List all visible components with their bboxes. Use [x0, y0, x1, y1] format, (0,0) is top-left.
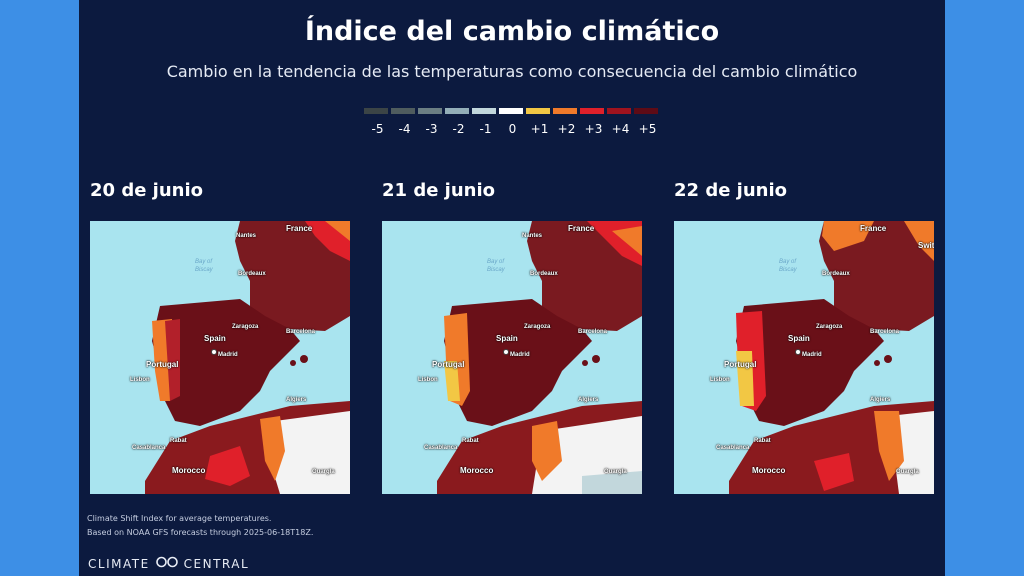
legend-label: -3 — [425, 122, 438, 136]
label-france: France — [286, 224, 313, 233]
label-portugal: Portugal — [724, 360, 757, 369]
madrid-dot — [795, 349, 801, 355]
label-bay: Bay of — [487, 259, 505, 265]
page-title: Índice del cambio climático — [304, 16, 720, 47]
label-bordeaux: Bordeaux — [822, 271, 850, 277]
label-lisbon: Lisbon — [710, 377, 730, 383]
label-ouargla: Ouargla — [604, 469, 627, 475]
label-switz: Switz — [918, 241, 934, 250]
madrid-dot — [211, 349, 217, 355]
label-bordeaux: Bordeaux — [238, 271, 266, 277]
legend-label: +3 — [584, 122, 603, 136]
label-rabat: Rabat — [754, 438, 771, 444]
label-madrid: Madrid — [510, 352, 530, 358]
label-rabat: Rabat — [462, 438, 479, 444]
label-spain: Spain — [496, 334, 518, 343]
label-biscay: Biscay — [195, 267, 213, 273]
climate-central-logo: CLIMATE CENTRAL — [88, 556, 249, 571]
label-portugal: Portugal — [432, 360, 465, 369]
label-nantes: Nantes — [522, 233, 543, 239]
label-casablanca: Casablanca — [132, 445, 166, 451]
legend-swatch — [580, 108, 604, 114]
legend-swatch — [553, 108, 577, 114]
label-biscay: Biscay — [487, 267, 505, 273]
legend-swatches — [364, 108, 661, 114]
legend-label: -4 — [398, 122, 411, 136]
label-zaragoza: Zaragoza — [524, 324, 551, 330]
label-morocco: Morocco — [172, 466, 206, 475]
map-20-junio: France Nantes Bay of Biscay Bordeaux Zar… — [90, 221, 350, 494]
label-bay: Bay of — [779, 259, 797, 265]
map-22-junio: France Switz Bay of Biscay Bordeaux Zara… — [674, 221, 934, 494]
footnote: Climate Shift Index for average temperat… — [87, 512, 367, 540]
label-casablanca: Casablanca — [424, 445, 458, 451]
label-france: France — [860, 224, 887, 233]
map-date-3: 22 de junio — [674, 180, 788, 201]
legend-labels: -5 -4 -3 -2 -1 0 +1 +2 +3 +4 +5 — [364, 122, 661, 136]
label-algiers: Algiers — [578, 397, 599, 403]
label-spain: Spain — [788, 334, 810, 343]
page-subtitle: Cambio en la tendencia de las temperatur… — [166, 62, 858, 81]
map-2-shapes — [382, 221, 642, 494]
legend-label: -5 — [371, 122, 384, 136]
map-date-1: 20 de junio — [90, 180, 204, 201]
legend-swatch — [526, 108, 550, 114]
label-lisbon: Lisbon — [130, 377, 150, 383]
legend-swatch — [445, 108, 469, 114]
legend-label: -1 — [479, 122, 492, 136]
label-biscay: Biscay — [779, 267, 797, 273]
legend-swatch — [607, 108, 631, 114]
label-lisbon: Lisbon — [418, 377, 438, 383]
label-bordeaux: Bordeaux — [530, 271, 558, 277]
label-algiers: Algiers — [286, 397, 307, 403]
legend-swatch — [418, 108, 442, 114]
label-bay: Bay of — [195, 259, 213, 265]
label-france: France — [568, 224, 595, 233]
legend-swatch — [391, 108, 415, 114]
infographic-panel: Índice del cambio climático Cambio en la… — [79, 0, 945, 576]
label-spain: Spain — [204, 334, 226, 343]
legend-swatch — [634, 108, 658, 114]
footnote-line-2: Based on NOAA GFS forecasts through 2025… — [87, 528, 314, 537]
logo-text-right: CENTRAL — [183, 556, 250, 571]
label-madrid: Madrid — [218, 352, 238, 358]
label-rabat: Rabat — [170, 438, 187, 444]
label-nantes: Nantes — [236, 233, 257, 239]
color-legend: -5 -4 -3 -2 -1 0 +1 +2 +3 +4 +5 — [364, 108, 664, 148]
label-algiers: Algiers — [870, 397, 891, 403]
legend-swatch — [472, 108, 496, 114]
label-morocco: Morocco — [752, 466, 786, 475]
infinity-icon — [155, 556, 179, 571]
legend-label: +4 — [611, 122, 630, 136]
label-barcelona: Barcelona — [286, 329, 316, 335]
label-barcelona: Barcelona — [870, 329, 900, 335]
legend-label: -2 — [452, 122, 465, 136]
label-casablanca: Casablanca — [716, 445, 750, 451]
map-1-shapes — [90, 221, 350, 494]
label-madrid: Madrid — [802, 352, 822, 358]
label-portugal: Portugal — [146, 360, 179, 369]
legend-label: 0 — [508, 122, 517, 136]
legend-label: +1 — [530, 122, 549, 136]
madrid-dot — [503, 349, 509, 355]
label-morocco: Morocco — [460, 466, 494, 475]
map-3-shapes — [674, 221, 934, 494]
footnote-line-1: Climate Shift Index for average temperat… — [87, 514, 272, 523]
legend-swatch — [499, 108, 523, 114]
label-zaragoza: Zaragoza — [232, 324, 259, 330]
map-21-junio: France Nantes Bay of Biscay Bordeaux Zar… — [382, 221, 642, 494]
label-ouargla: Ouargla — [312, 469, 335, 475]
legend-swatch — [364, 108, 388, 114]
label-ouargla: Ouargla — [896, 469, 919, 475]
map-date-2: 21 de junio — [382, 180, 496, 201]
logo-text-left: CLIMATE — [88, 556, 150, 571]
label-barcelona: Barcelona — [578, 329, 608, 335]
legend-label: +2 — [557, 122, 576, 136]
label-zaragoza: Zaragoza — [816, 324, 843, 330]
legend-label: +5 — [638, 122, 657, 136]
